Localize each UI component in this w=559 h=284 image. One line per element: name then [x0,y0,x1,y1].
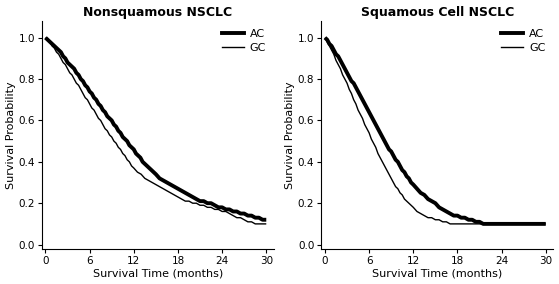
Y-axis label: Survival Probability: Survival Probability [285,81,295,189]
X-axis label: Survival Time (months): Survival Time (months) [93,268,223,278]
Title: Nonsquamous NSCLC: Nonsquamous NSCLC [83,6,233,18]
Legend: AC, GC: AC, GC [220,27,268,56]
Title: Squamous Cell NSCLC: Squamous Cell NSCLC [361,6,514,18]
X-axis label: Survival Time (months): Survival Time (months) [372,268,503,278]
Y-axis label: Survival Probability: Survival Probability [6,81,16,189]
Legend: AC, GC: AC, GC [499,27,548,56]
